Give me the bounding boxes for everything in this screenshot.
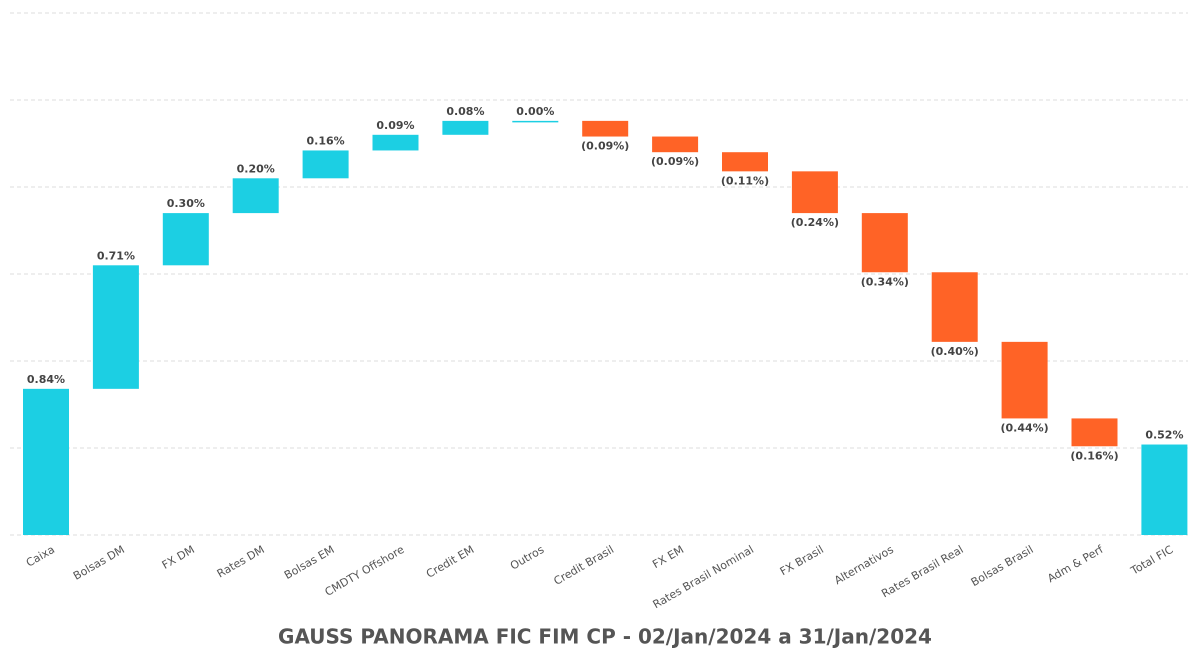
value-label: (0.09%) <box>581 140 629 153</box>
bar <box>372 134 419 151</box>
value-label: (0.09%) <box>651 155 699 168</box>
bar <box>791 171 838 214</box>
value-label: 0.30% <box>167 197 205 210</box>
bar <box>1001 341 1048 419</box>
value-label: 0.84% <box>27 373 65 386</box>
value-label: 0.71% <box>97 249 135 262</box>
x-tick-label: Rates DM <box>215 543 267 580</box>
x-tick-label: Total FIC <box>1128 543 1176 578</box>
value-label: 0.52% <box>1145 429 1183 442</box>
x-tick-label: Bolsas Brasil <box>969 543 1036 589</box>
bar <box>442 120 489 135</box>
bar <box>302 150 349 179</box>
x-tick-label: Credit EM <box>424 543 476 581</box>
bar <box>92 265 139 389</box>
bar <box>162 213 209 266</box>
bar <box>1071 418 1118 447</box>
value-label: 0.08% <box>446 105 484 118</box>
x-tick-label: Caixa <box>24 543 57 570</box>
x-tick-label: FX Brasil <box>778 543 826 578</box>
x-tick-label: FX DM <box>160 543 197 572</box>
x-tick-label: CMDTY Offshore <box>323 543 407 599</box>
value-label: (0.11%) <box>721 174 769 187</box>
value-label: 0.20% <box>237 162 275 175</box>
value-label: 0.00% <box>516 105 554 118</box>
x-tick-label: Credit Brasil <box>551 543 616 588</box>
value-label: 0.09% <box>376 119 414 132</box>
x-tick-label: Bolsas DM <box>71 543 127 583</box>
x-tick-label: Outros <box>508 543 547 573</box>
bar <box>23 388 69 535</box>
x-tick-label: Bolsas EM <box>282 543 337 582</box>
value-label: (0.40%) <box>931 345 979 358</box>
value-label: 0.16% <box>307 134 345 147</box>
value-label: (0.44%) <box>1000 421 1048 434</box>
bar <box>861 213 908 273</box>
x-tick-label: Adm & Perf <box>1045 542 1106 585</box>
bar <box>722 152 768 172</box>
bar <box>1141 444 1188 535</box>
bar <box>512 120 559 123</box>
value-label: (0.34%) <box>861 275 909 288</box>
value-label: (0.16%) <box>1070 449 1118 462</box>
bar <box>652 136 699 153</box>
x-tick-label: FX EM <box>650 543 686 571</box>
x-tick-label: Alternativos <box>832 543 896 587</box>
value-label: (0.24%) <box>791 216 839 229</box>
chart-title: GAUSS PANORAMA FIC FIM CP - 02/Jan/2024 … <box>278 625 932 649</box>
bar <box>931 272 978 342</box>
bar <box>582 120 629 137</box>
bar <box>232 178 279 214</box>
